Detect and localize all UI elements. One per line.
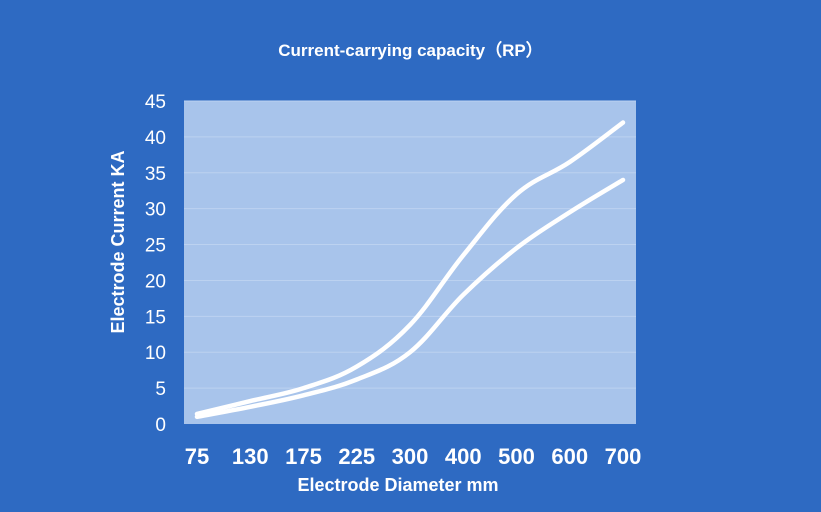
series-line-1 [194, 120, 626, 417]
x-tick-label: 600 [551, 444, 588, 469]
x-tick-label: 500 [498, 444, 535, 469]
x-tick-label: 400 [445, 444, 482, 469]
x-axis-label: Electrode Diameter mm [297, 475, 498, 495]
x-tick-label: 130 [232, 444, 269, 469]
x-axis-ticks: 75 130 175 225 300 400 500 600 700 [185, 444, 642, 469]
plot-area [184, 101, 636, 424]
y-tick-label: 45 [145, 92, 166, 113]
y-tick-label: 25 [145, 236, 166, 257]
y-tick-label: 35 [145, 164, 166, 185]
x-tick-label: 300 [392, 444, 429, 469]
series-line-2 [194, 177, 626, 420]
x-tick-label: 225 [338, 444, 375, 469]
y-axis-label: Electrode Current KA [108, 150, 128, 333]
x-tick-label: 75 [185, 444, 209, 469]
y-axis-ticks: 0 5 10 15 20 25 30 35 40 45 [145, 92, 166, 436]
chart-title: Current-carrying capacity（RP） [278, 41, 543, 60]
x-tick-label: 700 [605, 444, 642, 469]
y-tick-label: 30 [145, 200, 166, 221]
y-tick-label: 0 [155, 415, 166, 436]
y-tick-label: 20 [145, 271, 166, 292]
y-tick-label: 10 [145, 343, 166, 364]
y-tick-label: 40 [145, 128, 166, 149]
y-tick-label: 5 [155, 379, 166, 400]
y-tick-label: 15 [145, 307, 166, 328]
x-tick-label: 175 [285, 444, 322, 469]
series-lines [194, 120, 626, 420]
